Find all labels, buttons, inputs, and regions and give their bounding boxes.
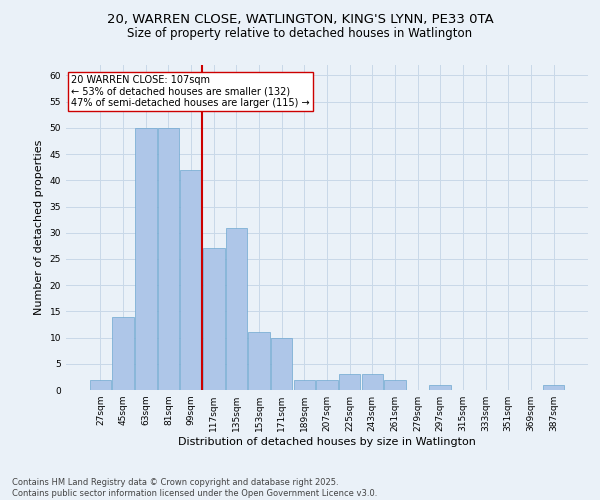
Bar — [90, 380, 111, 390]
Bar — [339, 374, 361, 390]
Bar — [181, 170, 202, 390]
Bar — [271, 338, 292, 390]
Text: Contains HM Land Registry data © Crown copyright and database right 2025.
Contai: Contains HM Land Registry data © Crown c… — [12, 478, 377, 498]
Bar — [384, 380, 406, 390]
Bar — [135, 128, 157, 390]
X-axis label: Distribution of detached houses by size in Watlington: Distribution of detached houses by size … — [178, 437, 476, 447]
Text: 20, WARREN CLOSE, WATLINGTON, KING'S LYNN, PE33 0TA: 20, WARREN CLOSE, WATLINGTON, KING'S LYN… — [107, 12, 493, 26]
Bar — [112, 316, 134, 390]
Bar — [293, 380, 315, 390]
Bar — [543, 385, 564, 390]
Bar — [203, 248, 224, 390]
Text: Size of property relative to detached houses in Watlington: Size of property relative to detached ho… — [127, 28, 473, 40]
Text: 20 WARREN CLOSE: 107sqm
← 53% of detached houses are smaller (132)
47% of semi-d: 20 WARREN CLOSE: 107sqm ← 53% of detache… — [71, 74, 310, 108]
Bar — [430, 385, 451, 390]
Bar — [316, 380, 338, 390]
Y-axis label: Number of detached properties: Number of detached properties — [34, 140, 44, 315]
Bar — [158, 128, 179, 390]
Bar — [248, 332, 270, 390]
Bar — [226, 228, 247, 390]
Bar — [362, 374, 383, 390]
